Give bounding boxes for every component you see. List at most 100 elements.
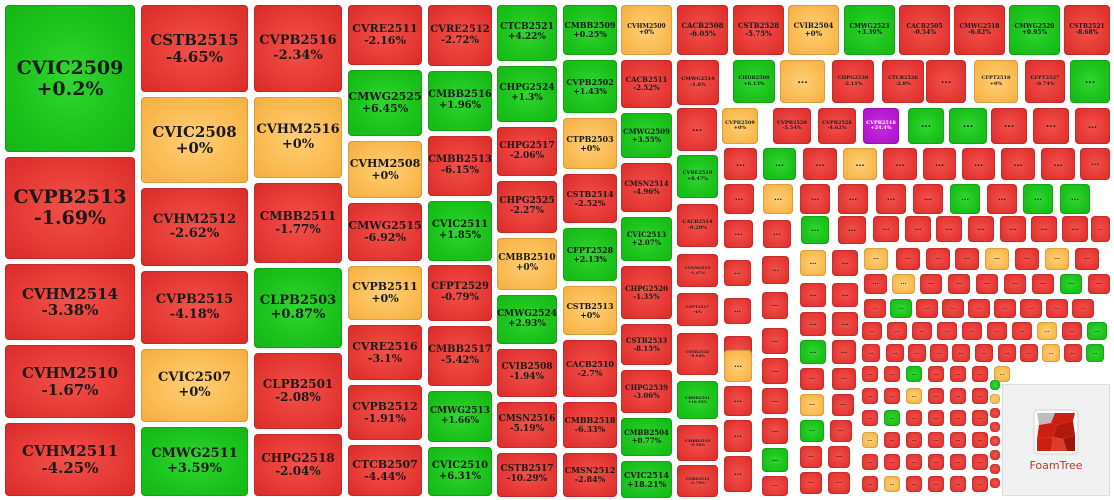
- treemap-tile-collapsed[interactable]: ...: [906, 476, 922, 492]
- treemap-tile[interactable]: CVPB2511 +0%: [348, 266, 422, 320]
- treemap-tile[interactable]: CMWG2520 +0.95%: [1009, 5, 1060, 55]
- treemap-tile-collapsed[interactable]: ...: [948, 274, 970, 294]
- treemap-tile-collapsed[interactable]: ...: [950, 410, 966, 426]
- treemap-tile-collapsed[interactable]: ...: [1033, 108, 1069, 144]
- treemap-tile-collapsed[interactable]: ...: [862, 432, 878, 448]
- treemap-tile-collapsed[interactable]: ...: [994, 299, 1016, 318]
- treemap-tile[interactable]: CVHM2512 -2.62%: [141, 188, 248, 266]
- treemap-tile-collapsed[interactable]: ...: [950, 366, 966, 382]
- treemap-tile-collapsed[interactable]: ...: [763, 184, 793, 214]
- treemap-tile-collapsed[interactable]: ...: [864, 299, 886, 318]
- treemap-tile[interactable]: CVIC2509 +0.2%: [5, 5, 135, 152]
- treemap-tile-collapsed[interactable]: ...: [884, 432, 900, 448]
- treemap-tile-collapsed[interactable]: ...: [884, 388, 900, 404]
- treemap-tile-collapsed[interactable]: ...: [884, 476, 900, 492]
- treemap-tile-collapsed[interactable]: ...: [862, 344, 880, 362]
- treemap-tile[interactable]: CVRE2511 -2.16%: [348, 5, 422, 65]
- treemap-tile-collapsed[interactable]: ...: [955, 248, 979, 270]
- treemap-tile-collapsed[interactable]: ...: [1042, 344, 1060, 362]
- treemap-tile-collapsed[interactable]: ...: [862, 454, 878, 470]
- treemap-tile-collapsed[interactable]: ...: [950, 454, 966, 470]
- treemap-tile-collapsed[interactable]: ...: [949, 108, 987, 144]
- treemap-tile-collapsed[interactable]: ...: [724, 260, 751, 286]
- treemap-tile[interactable]: CMBB2504 +0.77%: [621, 418, 672, 456]
- treemap-tile[interactable]: CHPG2524 +1.3%: [497, 66, 557, 122]
- treemap-tile-collapsed[interactable]: ...: [724, 456, 752, 492]
- treemap-tile-collapsed[interactable]: ...: [1041, 148, 1075, 180]
- treemap-tile-collapsed[interactable]: ...: [832, 250, 858, 276]
- treemap-tile[interactable]: CTPB2503 +0%: [563, 118, 617, 169]
- treemap-tile-collapsed[interactable]: ...: [1060, 274, 1082, 294]
- treemap-tile[interactable]: CVRE2519 +8.47%: [677, 155, 718, 198]
- treemap-tile-collapsed[interactable]: ...: [1087, 322, 1107, 340]
- treemap-tile-collapsed[interactable]: ...: [1031, 216, 1057, 242]
- treemap-tile[interactable]: CHPG2517 -2.06%: [497, 127, 557, 176]
- treemap-tile[interactable]: CMWG2509 +3.55%: [621, 113, 672, 158]
- treemap-tile-collapsed[interactable]: ...: [800, 312, 826, 336]
- treemap-tile[interactable]: CHPG2520 -1.35%: [621, 266, 672, 319]
- treemap-tile-collapsed[interactable]: ...: [862, 388, 878, 404]
- treemap-tile-collapsed[interactable]: ...: [906, 388, 922, 404]
- treemap-tile[interactable]: CMWG2511 +3.59%: [141, 427, 248, 496]
- treemap-tile-collapsed[interactable]: [990, 478, 1000, 488]
- treemap-tile-collapsed[interactable]: ...: [1015, 248, 1039, 270]
- treemap-tile-collapsed[interactable]: ...: [762, 476, 788, 496]
- treemap-tile[interactable]: CVHM2509 +0%: [621, 5, 672, 55]
- treemap-tile[interactable]: CVHM2510 -1.67%: [5, 345, 135, 418]
- treemap-tile-collapsed[interactable]: ...: [883, 148, 917, 180]
- treemap-tile-collapsed[interactable]: ...: [936, 216, 962, 242]
- treemap-tile-collapsed[interactable]: ...: [890, 299, 912, 318]
- treemap-tile[interactable]: CSTB2532 -9.94%: [677, 333, 718, 375]
- treemap-tile-collapsed[interactable]: ...: [762, 256, 789, 284]
- treemap-tile-collapsed[interactable]: ...: [762, 328, 788, 354]
- treemap-tile[interactable]: CACB2505 -0.54%: [899, 5, 950, 55]
- treemap-tile[interactable]: CVIC2513 +2.07%: [621, 217, 672, 261]
- treemap-tile-collapsed[interactable]: ...: [1060, 184, 1090, 214]
- treemap-tile[interactable]: CVPB2513 -1.69%: [5, 157, 135, 259]
- treemap-tile[interactable]: CMWG2524 +2.93%: [497, 295, 557, 344]
- treemap-tile-collapsed[interactable]: ...: [892, 274, 915, 294]
- treemap-tile-collapsed[interactable]: ...: [724, 184, 754, 214]
- treemap-tile[interactable]: CMWG2514 -1.6%: [677, 60, 719, 105]
- treemap-tile-collapsed[interactable]: ...: [1004, 274, 1026, 294]
- treemap-tile-collapsed[interactable]: ...: [886, 344, 904, 362]
- treemap-tile[interactable]: CMBB2509 +0.25%: [563, 5, 617, 55]
- treemap-tile-collapsed[interactable]: ...: [926, 60, 966, 103]
- treemap-tile-collapsed[interactable]: ...: [1032, 274, 1054, 294]
- treemap-tile-collapsed[interactable]: ...: [762, 292, 788, 319]
- treemap-tile[interactable]: CVHM2516 +0%: [254, 97, 342, 178]
- treemap-tile-collapsed[interactable]: ...: [884, 454, 900, 470]
- treemap-tile-collapsed[interactable]: ...: [1075, 108, 1110, 144]
- treemap-tile[interactable]: CSTB2515 -4.65%: [141, 5, 248, 92]
- treemap-tile-collapsed[interactable]: ...: [972, 454, 988, 470]
- treemap-tile-collapsed[interactable]: ...: [926, 248, 950, 270]
- treemap-tile-collapsed[interactable]: ...: [950, 432, 966, 448]
- treemap-tile-collapsed[interactable]: ...: [800, 420, 824, 442]
- treemap-tile-collapsed[interactable]: ...: [930, 344, 948, 362]
- treemap-tile[interactable]: CFPT2528 +2.13%: [563, 228, 617, 281]
- treemap-tile[interactable]: CMBB2517 -5.42%: [428, 326, 492, 386]
- treemap-tile-collapsed[interactable]: ...: [928, 454, 944, 470]
- foamtree-logo[interactable]: FoamTree: [1002, 384, 1110, 496]
- treemap-tile-collapsed[interactable]: ...: [1062, 322, 1082, 340]
- treemap-tile[interactable]: CSTB2517 -10.29%: [497, 453, 557, 497]
- treemap-tile-collapsed[interactable]: ...: [828, 472, 850, 494]
- treemap-tile[interactable]: CVPB2515 -4.18%: [141, 271, 248, 344]
- treemap-tile-collapsed[interactable]: ...: [887, 322, 907, 340]
- treemap-tile[interactable]: CVRE2512 -2.72%: [428, 5, 492, 66]
- treemap-tile[interactable]: CVHM2514 -3.38%: [5, 264, 135, 340]
- treemap-tile-collapsed[interactable]: [990, 436, 1000, 446]
- treemap-tile-collapsed[interactable]: ...: [985, 248, 1009, 270]
- treemap-tile-collapsed[interactable]: ...: [803, 148, 837, 180]
- treemap-tile[interactable]: CACB2511 -2.52%: [621, 60, 672, 108]
- treemap-tile-collapsed[interactable]: ...: [832, 340, 856, 364]
- treemap-tile-collapsed[interactable]: ...: [862, 366, 878, 382]
- treemap-tile-collapsed[interactable]: ...: [1064, 344, 1082, 362]
- treemap-tile-collapsed[interactable]: ...: [928, 432, 944, 448]
- treemap-tile-collapsed[interactable]: ...: [972, 410, 988, 426]
- treemap-tile-collapsed[interactable]: [990, 422, 1000, 432]
- treemap-tile-collapsed[interactable]: ...: [1075, 248, 1099, 270]
- treemap-tile[interactable]: CVNM2515 -1.47%: [677, 254, 718, 287]
- treemap-tile-collapsed[interactable]: ...: [800, 250, 826, 276]
- treemap-tile[interactable]: CMWG2518 -6.82%: [954, 5, 1005, 55]
